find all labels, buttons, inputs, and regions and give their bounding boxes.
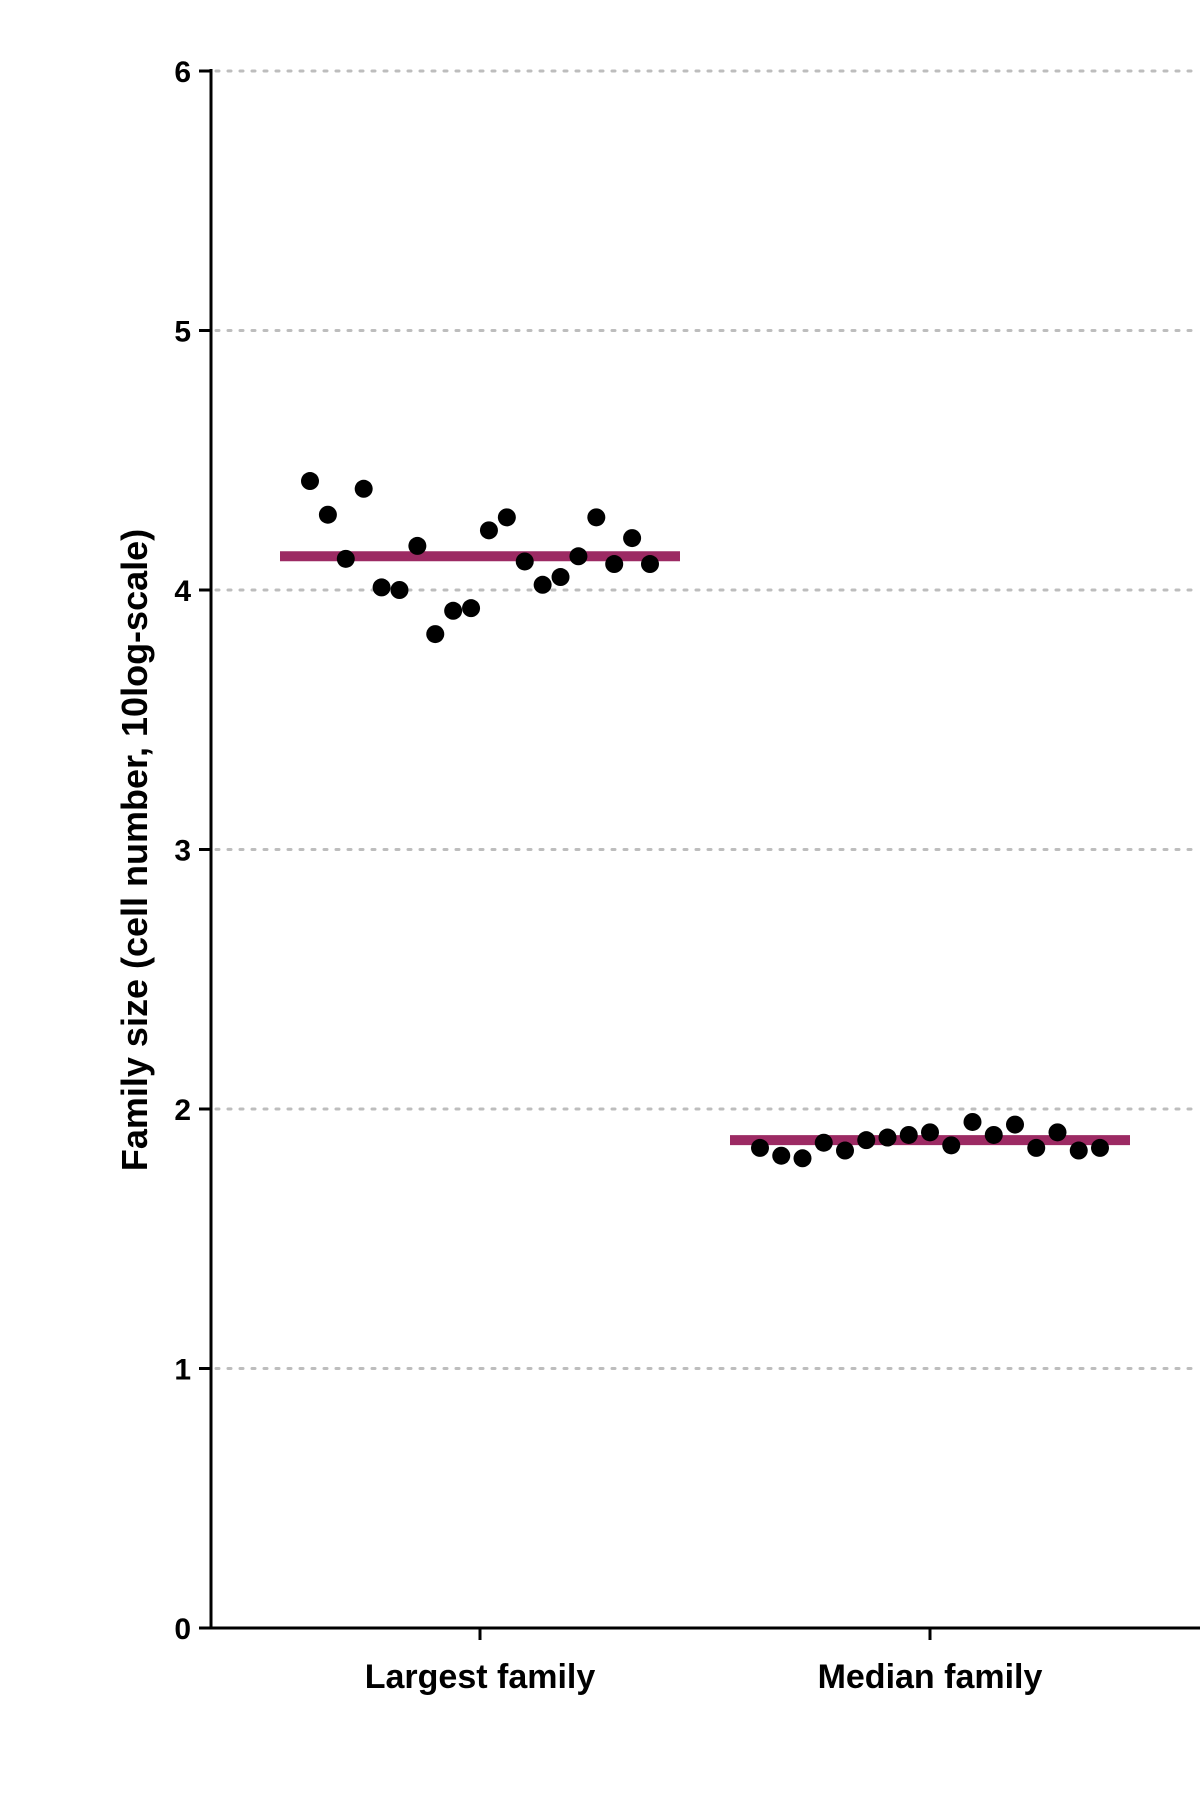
data-point-1-5	[857, 1131, 876, 1150]
x-tick-label-1: Median family	[818, 1658, 1043, 1696]
axis-labels: 0 1 2 3 4 5 6 Largest family Median family	[174, 56, 1042, 1696]
data-point-1-3	[814, 1133, 833, 1152]
data-point-1-11	[984, 1125, 1003, 1144]
data-point-1-12	[1006, 1115, 1024, 1134]
data-point-0-14	[551, 568, 570, 587]
data-points	[301, 472, 1109, 1168]
data-point-1-6	[878, 1128, 897, 1147]
data-point-1-1	[772, 1146, 791, 1165]
y-tick-label-2: 2	[174, 1094, 191, 1127]
data-point-1-4	[836, 1141, 854, 1160]
data-point-1-7	[899, 1125, 918, 1144]
data-point-0-7	[426, 625, 445, 644]
data-point-1-13	[1027, 1138, 1046, 1157]
data-point-0-17	[605, 555, 624, 574]
data-point-1-0	[751, 1138, 769, 1157]
axes	[199, 69, 1200, 1640]
data-point-0-10	[479, 521, 498, 540]
data-point-0-12	[515, 552, 534, 571]
data-point-0-11	[497, 508, 516, 527]
data-point-1-8	[921, 1123, 939, 1142]
y-tick-label-4: 4	[174, 575, 191, 608]
data-point-1-2	[793, 1149, 812, 1168]
data-point-0-5	[390, 581, 409, 599]
data-point-0-6	[408, 536, 427, 555]
data-point-0-0	[301, 472, 319, 491]
data-point-1-9	[942, 1136, 961, 1155]
gridlines	[214, 69, 1200, 1370]
y-tick-label-1: 1	[174, 1354, 191, 1387]
data-point-1-15	[1069, 1141, 1088, 1160]
data-point-0-1	[318, 505, 337, 524]
y-tick-label-0: 0	[174, 1613, 191, 1646]
data-point-0-13	[533, 575, 552, 594]
x-tick-label-0: Largest family	[365, 1658, 596, 1696]
data-point-0-9	[462, 599, 481, 618]
y-tick-label-6: 6	[174, 56, 191, 89]
data-point-0-4	[372, 578, 391, 597]
data-point-0-16	[587, 508, 606, 527]
data-point-1-10	[963, 1112, 982, 1131]
data-point-1-16	[1091, 1138, 1109, 1157]
data-point-1-14	[1048, 1123, 1067, 1142]
data-point-0-18	[623, 529, 642, 548]
data-point-0-3	[354, 479, 373, 498]
data-point-0-19	[641, 555, 659, 574]
data-point-0-15	[569, 547, 588, 566]
data-point-0-2	[336, 549, 355, 568]
y-tick-label-5: 5	[174, 316, 191, 349]
y-tick-label-3: 3	[174, 835, 191, 868]
data-point-0-8	[444, 601, 463, 620]
y-axis-title: Family size (cell number, 10log-scale)	[114, 529, 155, 1171]
